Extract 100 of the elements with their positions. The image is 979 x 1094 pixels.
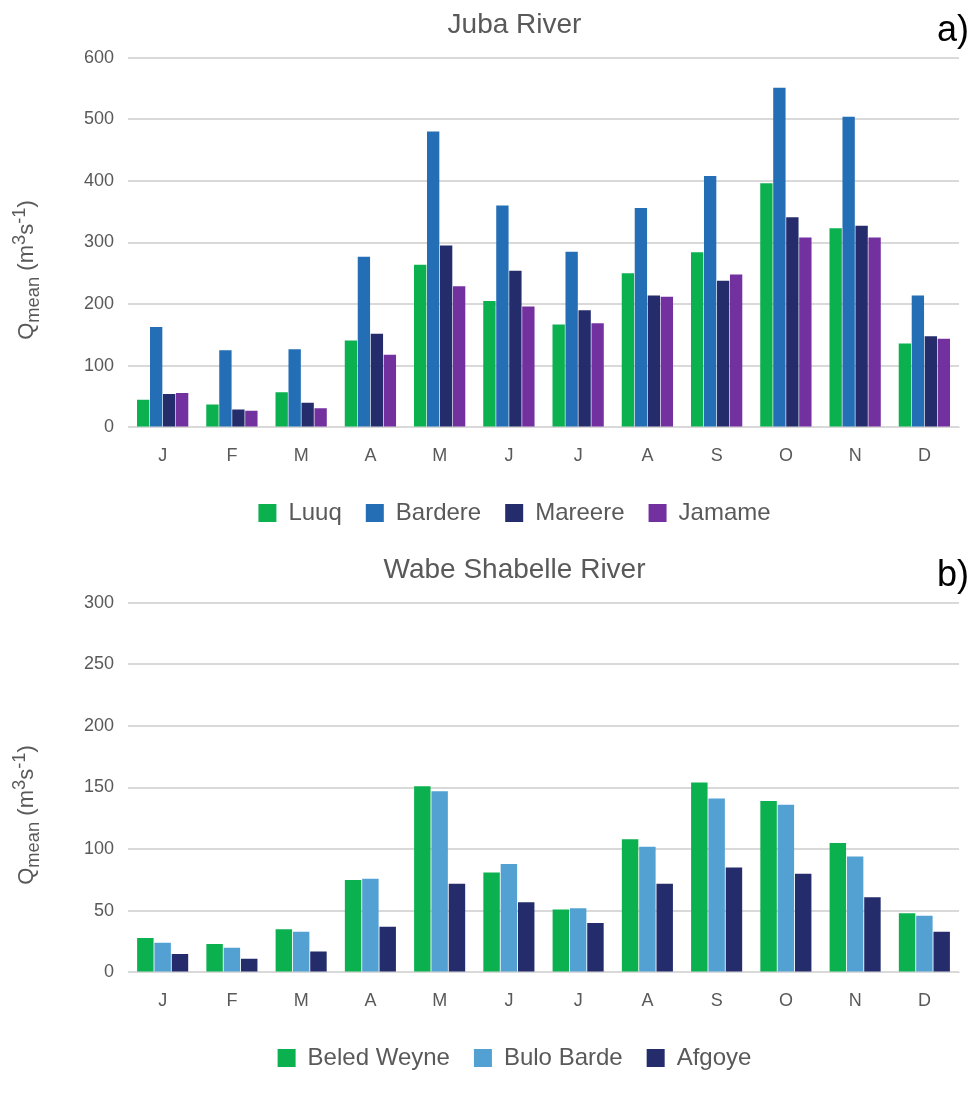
bar [691, 782, 708, 972]
bar [578, 310, 591, 427]
y-tick-label: 300 [83, 231, 115, 252]
bar [911, 295, 925, 427]
bar [716, 280, 730, 427]
x-tick-label: D [917, 445, 931, 466]
bar [725, 867, 743, 972]
chart-title: Wabe Shabelle River [383, 552, 646, 584]
bar [232, 409, 245, 427]
bar [937, 338, 951, 427]
bar [587, 923, 604, 972]
x-tick-label: D [917, 990, 931, 1011]
bar [829, 842, 847, 972]
bar [855, 225, 868, 427]
bar [310, 951, 327, 972]
bar [383, 354, 397, 427]
bar [379, 926, 396, 972]
bar [137, 399, 150, 427]
bar [362, 878, 379, 972]
bar [275, 392, 288, 427]
bar [344, 879, 362, 972]
bar [301, 402, 314, 427]
x-tick-label: M [432, 990, 448, 1011]
bar [621, 273, 635, 427]
chart-title: Juba River [447, 7, 582, 39]
bar [660, 296, 674, 427]
bar [799, 237, 812, 427]
legend-label: Beled Weyne [307, 1042, 450, 1070]
bar [288, 349, 301, 427]
bar [777, 804, 795, 972]
y-tick-label: 600 [83, 46, 115, 67]
bar [868, 237, 881, 427]
bar [240, 958, 258, 972]
bar [842, 116, 855, 427]
y-tick-label: 400 [83, 169, 115, 190]
legend-label: Mareere [535, 497, 625, 525]
bar [137, 937, 154, 972]
x-tick-label: J [504, 445, 514, 466]
bar [829, 228, 842, 427]
legend-label: Bardere [395, 497, 482, 525]
y-tick-label: 100 [83, 354, 115, 375]
y-tick-label: 200 [83, 714, 115, 735]
x-tick-label: N [848, 445, 862, 466]
bar [794, 873, 812, 972]
bar [206, 404, 219, 427]
x-tick-label: S [710, 445, 723, 466]
bar [357, 256, 371, 427]
bar [292, 931, 310, 972]
x-tick-label: O [778, 990, 793, 1011]
bar [690, 252, 704, 427]
x-tick-label: F [226, 990, 238, 1011]
y-tick-label: 200 [83, 293, 115, 314]
x-tick-label: J [158, 445, 168, 466]
bar [621, 839, 639, 972]
bar [496, 205, 509, 427]
x-tick-label: M [293, 990, 309, 1011]
x-tick-label: N [848, 990, 862, 1011]
bar [314, 408, 327, 427]
bar [245, 410, 258, 427]
bar [760, 801, 777, 972]
legend-label: Luuq [288, 497, 342, 525]
x-tick-label: J [573, 990, 583, 1011]
bar [370, 333, 384, 427]
bar [565, 251, 578, 427]
y-tick-label: 0 [104, 416, 115, 437]
bar [206, 944, 223, 972]
bar [846, 856, 864, 972]
bar [639, 846, 656, 972]
text: b) [936, 553, 969, 595]
y-tick-label: 300 [83, 591, 115, 612]
x-tick-label: A [364, 445, 377, 466]
bar [171, 953, 189, 972]
x-tick-label: F [226, 445, 238, 466]
bar [552, 324, 565, 427]
y-tick-label: 100 [83, 838, 115, 859]
bar [517, 902, 535, 972]
bar [647, 295, 661, 427]
bar [483, 301, 496, 427]
legend-label: Afgoye [676, 1042, 752, 1070]
x-tick-label: M [293, 445, 309, 466]
bar [898, 343, 912, 427]
bar [452, 286, 466, 427]
x-tick-label: J [504, 990, 514, 1011]
bar [898, 913, 916, 972]
x-tick-label: A [364, 990, 377, 1011]
bar [924, 336, 938, 427]
y-tick-label: 500 [83, 108, 115, 129]
bar [864, 897, 881, 972]
x-tick-label: M [432, 445, 448, 466]
bar [414, 786, 431, 972]
bar [729, 274, 743, 427]
bar [933, 931, 950, 972]
bar [223, 947, 241, 972]
x-tick-label: S [710, 990, 723, 1011]
x-tick-label: A [641, 445, 654, 466]
bar [162, 394, 176, 427]
bar [431, 791, 448, 972]
bar [448, 883, 466, 972]
y-tick-label: 250 [83, 653, 115, 674]
bar [483, 872, 500, 972]
